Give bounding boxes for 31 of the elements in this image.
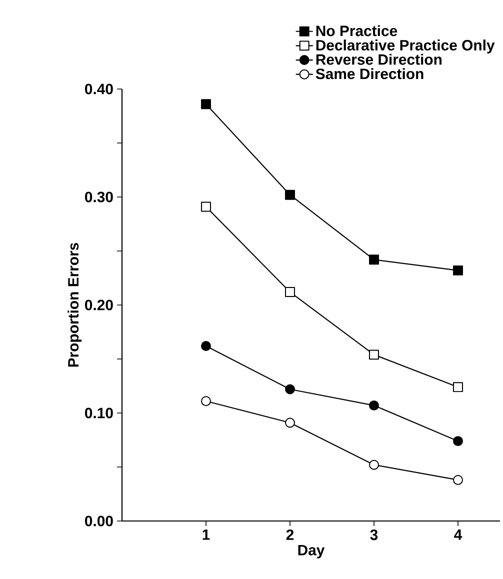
- x-tick-label: 1: [202, 530, 210, 540]
- point: [453, 265, 463, 276]
- point: [201, 341, 211, 352]
- point: [369, 400, 379, 410]
- y-tick-label: 0.40: [85, 84, 113, 94]
- point: [369, 460, 379, 470]
- legend-label: Reverse Direction: [316, 54, 442, 65]
- y-tick-label: 0.20: [85, 300, 113, 310]
- point: [285, 384, 295, 394]
- point: [453, 382, 463, 392]
- y-tick-label: 0.10: [85, 408, 113, 418]
- x-axis-title: Day: [298, 544, 325, 558]
- y-tick-label: 0.00: [85, 516, 113, 526]
- x-tick-label: 4: [454, 530, 462, 540]
- legend-label: Same Direction: [316, 68, 424, 80]
- point: [369, 350, 379, 360]
- y-tick-label: 0.30: [85, 192, 113, 202]
- point: [453, 436, 463, 446]
- y-axis-title: Proportion Errors: [68, 242, 82, 367]
- legend-label: No Practice: [316, 25, 398, 36]
- point: [369, 254, 379, 265]
- point: [285, 190, 295, 200]
- x-tick-label: 2: [286, 530, 294, 540]
- point: [201, 99, 211, 110]
- point: [201, 396, 211, 406]
- point: [453, 474, 463, 485]
- point: [201, 202, 211, 212]
- legend-label: Declarative Practice Only: [316, 40, 495, 54]
- x-tick-label: 3: [370, 530, 378, 540]
- point: [285, 287, 295, 298]
- point: [285, 418, 295, 428]
